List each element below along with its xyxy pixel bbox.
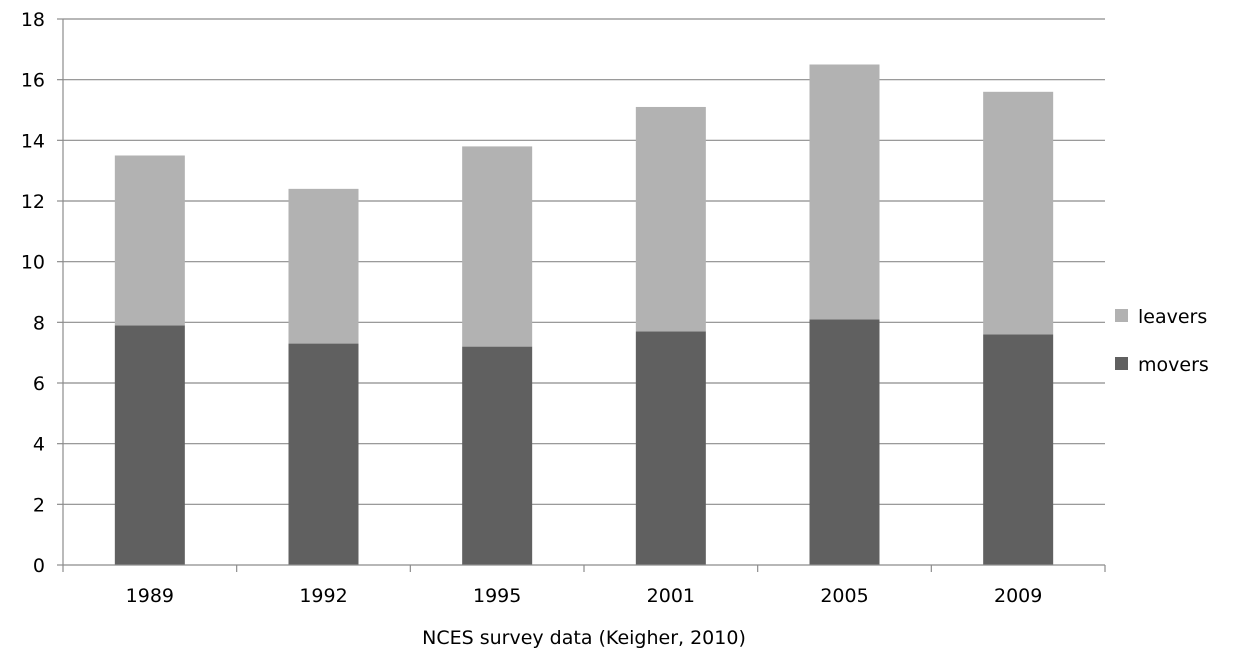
- y-tick-label: 2: [33, 494, 45, 516]
- y-tick-label: 0: [33, 555, 45, 577]
- y-tick-label: 10: [21, 252, 45, 274]
- x-axis-tick-labels: 1989 1992 1995 2001 2005 2009: [126, 585, 1043, 607]
- bar-movers-1992: [288, 343, 359, 565]
- x-tick-label: 1992: [299, 585, 347, 607]
- x-tick-label: 2009: [994, 585, 1042, 607]
- bar-leavers-1989: [114, 155, 185, 326]
- y-axis-tick-labels: 0 2 4 6 8 10 12 14 16 18: [21, 9, 45, 577]
- legend-swatch-leavers: [1115, 309, 1128, 322]
- y-tick-label: 16: [21, 70, 45, 92]
- bar-leavers-2009: [983, 91, 1054, 335]
- axes: [62, 19, 1106, 572]
- y-tick-label: 12: [21, 191, 45, 213]
- y-tick-label: 8: [33, 312, 45, 334]
- bar-leavers-2001: [635, 106, 706, 332]
- bar-leavers-1995: [462, 146, 533, 347]
- bars: [114, 64, 1054, 565]
- x-axis-title: NCES survey data (Keigher, 2010): [422, 627, 746, 649]
- x-tick-label: 1989: [126, 585, 174, 607]
- y-tick-label: 18: [21, 9, 45, 31]
- x-tick-label: 1995: [473, 585, 521, 607]
- legend: leavers movers: [1115, 306, 1209, 376]
- bar-movers-2009: [983, 334, 1054, 565]
- bar-movers-2005: [809, 319, 880, 565]
- legend-label-movers: movers: [1138, 354, 1209, 376]
- legend-swatch-movers: [1115, 357, 1128, 370]
- y-tick-label: 14: [21, 130, 45, 152]
- bar-leavers-1992: [288, 188, 359, 344]
- x-tick-label: 2005: [820, 585, 868, 607]
- bar-movers-1989: [114, 325, 185, 565]
- legend-label-leavers: leavers: [1138, 306, 1207, 328]
- y-tick-label: 6: [33, 373, 45, 395]
- bar-movers-1995: [462, 346, 533, 565]
- bar-movers-2001: [635, 331, 706, 565]
- x-tick-label: 2001: [647, 585, 695, 607]
- bar-leavers-2005: [809, 64, 880, 320]
- y-tick-label: 4: [33, 434, 45, 456]
- gridlines: [57, 18, 1105, 566]
